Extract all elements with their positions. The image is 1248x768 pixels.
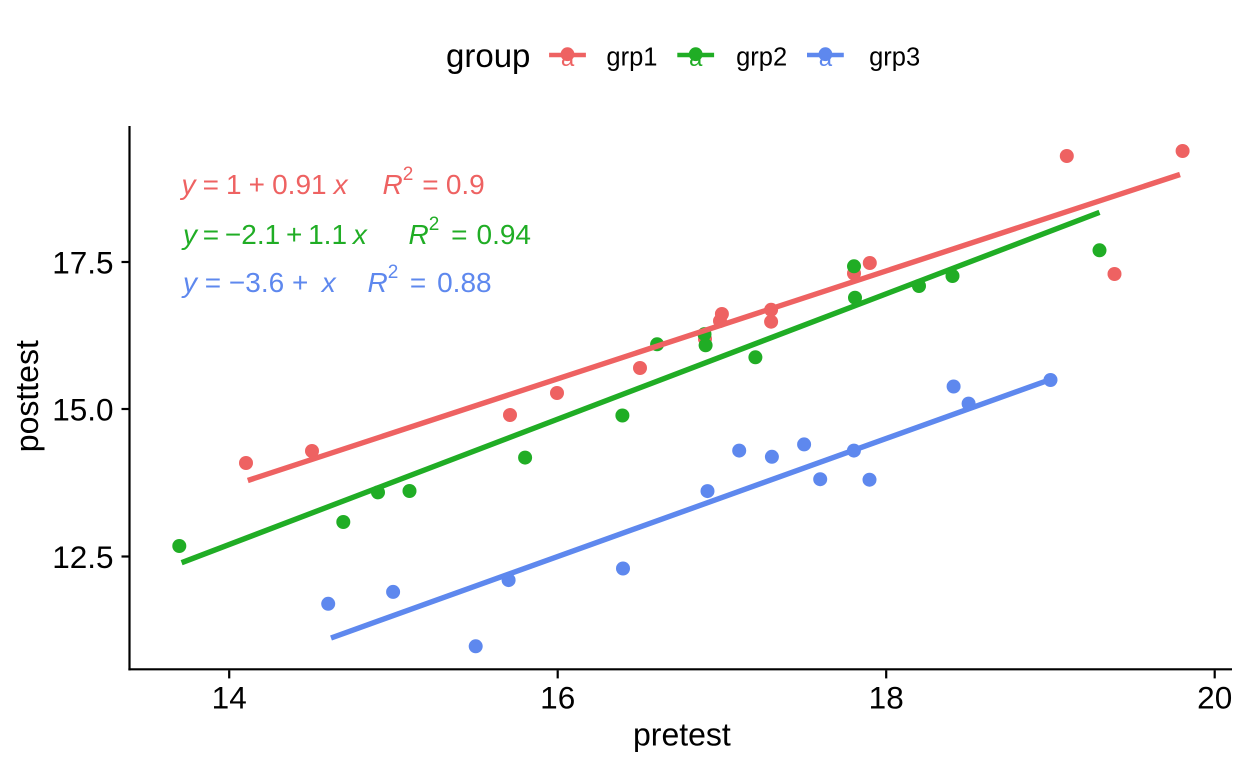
svg-text:y = 1 + 0.91 x: y = 1 + 0.91 x	[180, 169, 349, 200]
svg-text:2: 2	[388, 262, 399, 283]
svg-text:0.9: 0.9	[446, 169, 485, 200]
svg-text:=: =	[451, 219, 467, 250]
svg-text:grp2: grp2	[736, 44, 787, 72]
svg-text:grp1: grp1	[606, 44, 657, 72]
svg-text:12.5: 12.5	[52, 539, 113, 575]
svg-text:pretest: pretest	[633, 716, 731, 752]
svg-text:group: group	[446, 37, 530, 74]
svg-text:18: 18	[869, 679, 904, 715]
svg-text:15.0: 15.0	[52, 392, 113, 428]
svg-text:14: 14	[212, 679, 247, 715]
svg-text:16: 16	[540, 679, 575, 715]
svg-text:=: =	[410, 267, 426, 298]
svg-text:grp3: grp3	[869, 44, 920, 72]
svg-text:y = −2.1 + 1.1 x: y = −2.1 + 1.1 x	[181, 219, 368, 250]
svg-text:17.5: 17.5	[52, 245, 113, 281]
svg-text:posttest: posttest	[9, 340, 45, 452]
svg-text:R: R	[409, 219, 429, 250]
svg-text:0.94: 0.94	[477, 219, 532, 250]
svg-text:2: 2	[429, 214, 440, 235]
svg-text:20: 20	[1197, 679, 1232, 715]
svg-text:y = −3.6 + x: y = −3.6 + x	[181, 267, 337, 298]
svg-text:R: R	[368, 267, 388, 298]
svg-text:=: =	[422, 169, 438, 200]
svg-text:0.88: 0.88	[437, 267, 492, 298]
svg-text:2: 2	[403, 164, 414, 185]
svg-text:R: R	[383, 169, 403, 200]
